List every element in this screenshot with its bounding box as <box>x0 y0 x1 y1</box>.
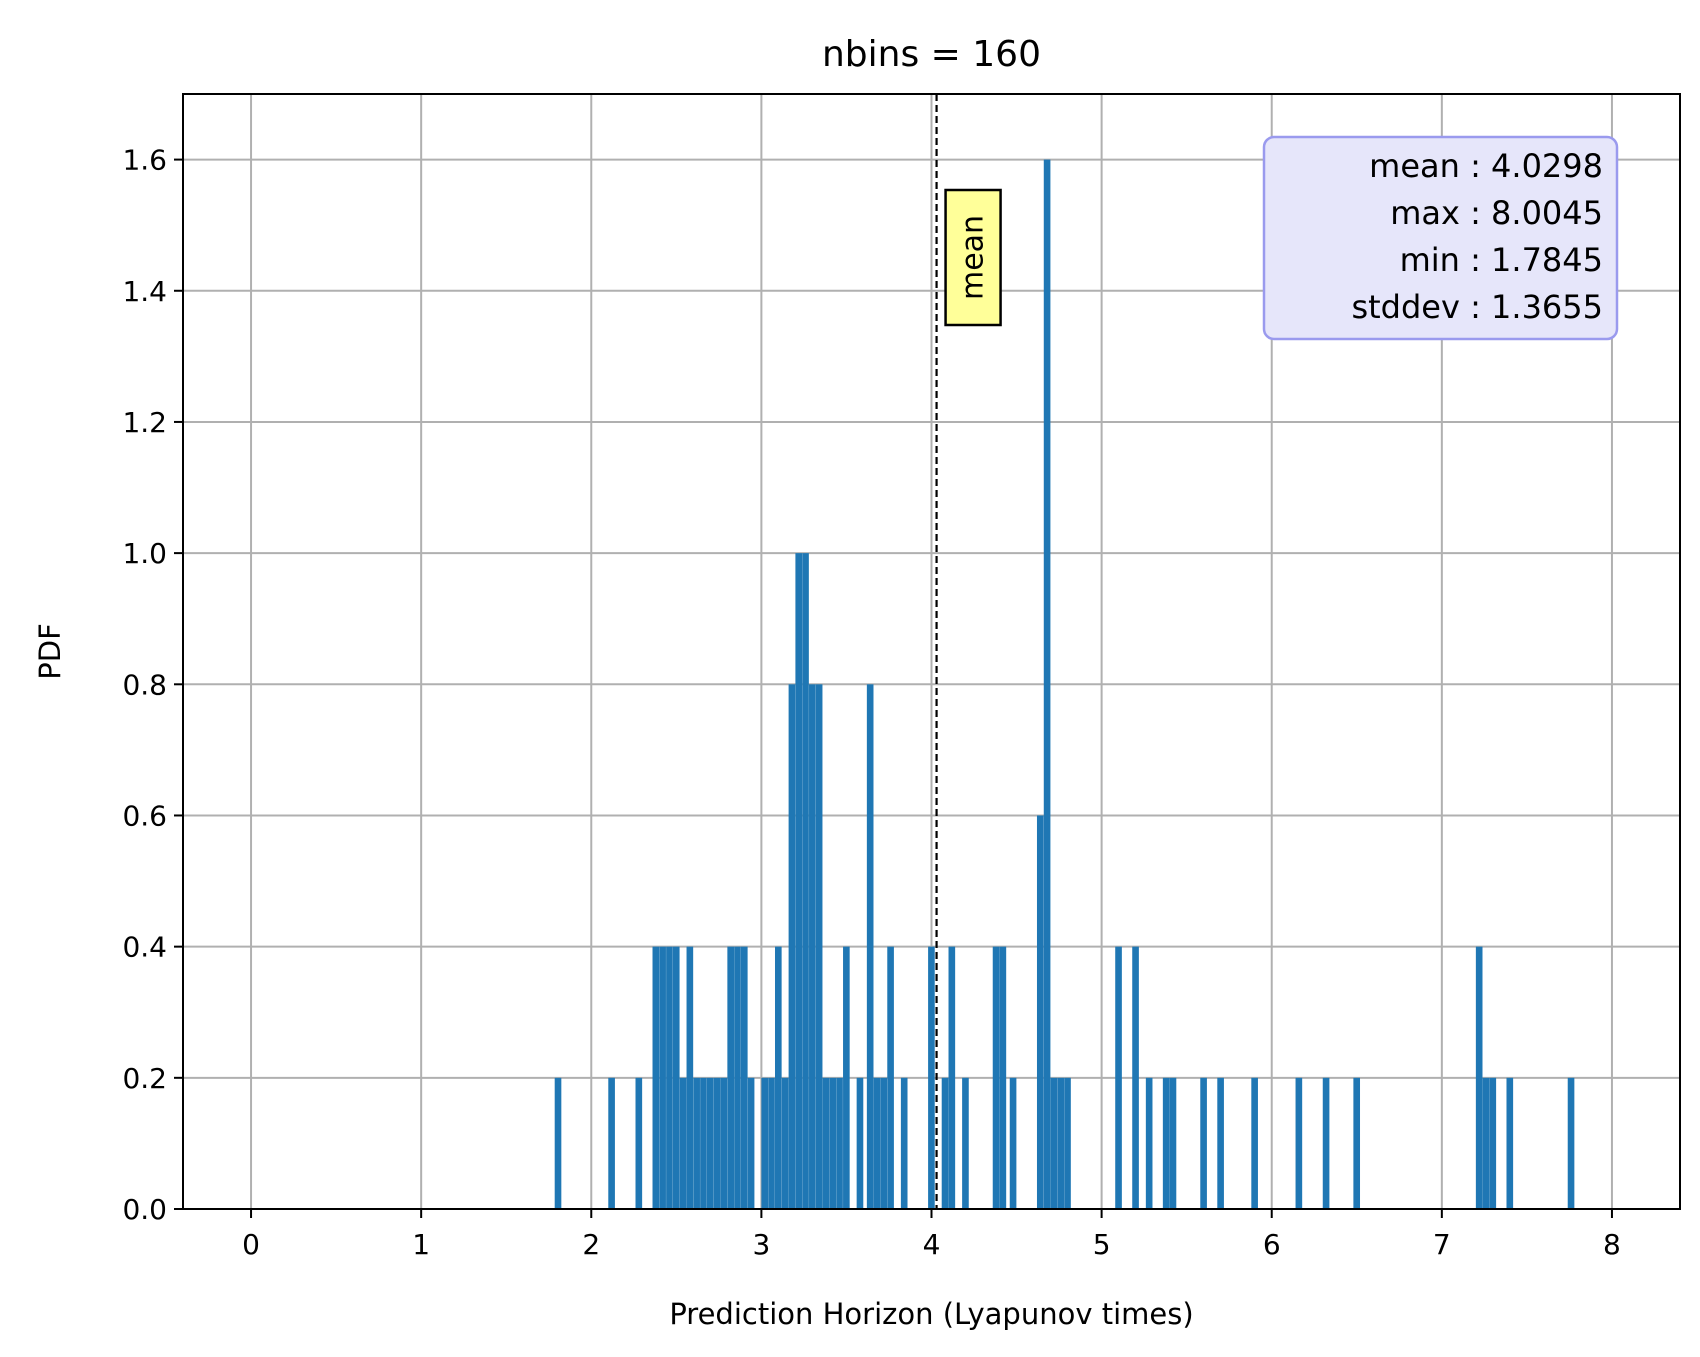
histogram-bar <box>1295 1077 1303 1209</box>
histogram-bar <box>774 946 782 1209</box>
histogram-bar <box>992 946 1000 1209</box>
y-tick-label: 0.8 <box>122 668 167 701</box>
y-tick-label: 0.4 <box>122 931 167 964</box>
histogram-bar <box>1115 946 1122 1209</box>
histogram-bar <box>727 946 734 1209</box>
histogram-bar <box>1322 1077 1330 1209</box>
histogram-bar <box>1009 1077 1017 1209</box>
histogram-bar <box>635 1077 643 1209</box>
histogram-bar <box>1217 1077 1224 1209</box>
y-tick-label: 0.2 <box>122 1062 167 1095</box>
histogram-bar <box>1200 1077 1207 1209</box>
y-tick-label: 1.6 <box>122 144 167 177</box>
histogram-bar <box>1506 1077 1514 1209</box>
stats-box: mean : 4.0298 max : 8.0045 min : 1.7845 std… <box>1262 135 1619 341</box>
x-tick-label: 3 <box>752 1228 770 1261</box>
histogram-bar <box>1132 946 1139 1209</box>
histogram-bar <box>836 1077 843 1209</box>
histogram-bar <box>962 1077 969 1209</box>
y-tick-label: 1.2 <box>122 406 167 439</box>
histogram-bar <box>887 946 894 1209</box>
histogram-bar <box>999 946 1007 1209</box>
y-tick-label: 1.4 <box>122 275 167 308</box>
x-axis-ticks: 0 1 2 3 4 5 6 7 8 <box>242 1209 1621 1261</box>
histogram-bar <box>672 946 680 1209</box>
histogram-bar <box>768 1077 775 1209</box>
histogram-bar <box>829 1077 837 1209</box>
x-axis-label: Prediction Horizon (Lyapunov times) <box>669 1297 1193 1331</box>
histogram-bar <box>928 946 935 1209</box>
histogram-bar <box>1145 1077 1153 1209</box>
histogram-bar <box>1353 1077 1361 1209</box>
histogram-bar <box>880 1077 888 1209</box>
histogram-bars <box>554 159 1575 1209</box>
histogram-bar <box>802 553 809 1209</box>
histogram-bar <box>1057 1077 1065 1209</box>
histogram-bar <box>809 684 816 1209</box>
histogram-bar <box>679 1077 687 1209</box>
stats-line: max : 8.0045 <box>1390 194 1603 232</box>
y-tick-label: 1.0 <box>122 537 167 570</box>
mean-line-group: mean <box>935 94 1002 1209</box>
x-tick-label: 5 <box>1093 1228 1111 1261</box>
x-tick-label: 8 <box>1603 1228 1621 1261</box>
stats-line: min : 1.7845 <box>1400 241 1603 279</box>
histogram-bar <box>1482 1077 1490 1209</box>
stats-line: stddev : 1.3655 <box>1351 288 1603 326</box>
histogram-bar <box>815 684 823 1209</box>
x-tick-label: 2 <box>582 1228 600 1261</box>
histogram-bar <box>866 684 874 1209</box>
histogram-bar <box>941 1077 949 1209</box>
histogram-bar <box>1169 1077 1177 1209</box>
histogram-bar <box>1043 159 1051 1209</box>
histogram-bar <box>843 946 850 1209</box>
histogram-bar <box>747 1077 755 1209</box>
histogram-bar <box>666 946 673 1209</box>
mean-label-box <box>944 188 1002 327</box>
histogram-bar <box>788 684 796 1209</box>
histogram-bar <box>1036 815 1044 1209</box>
histogram-bar <box>734 946 741 1209</box>
histogram-bar <box>795 553 803 1209</box>
histogram-bar <box>1489 1077 1497 1209</box>
chart-title: nbins = 160 <box>822 34 1041 75</box>
histogram-bar <box>706 1077 714 1209</box>
y-tick-label: 0.6 <box>122 799 167 832</box>
histogram-bar <box>1251 1077 1258 1209</box>
histogram-bar <box>700 1077 707 1209</box>
histogram-bar <box>686 946 694 1209</box>
histogram-bar <box>1162 1077 1170 1209</box>
histogram-bar <box>781 1077 789 1209</box>
histogram-bar <box>1567 1077 1575 1209</box>
y-tick-label: 0.0 <box>122 1193 167 1226</box>
histogram-bar <box>761 1077 769 1209</box>
y-axis-ticks: 0.0 0.2 0.4 0.6 0.8 1.0 1.2 1.4 1.6 <box>122 144 183 1226</box>
histogram-bar <box>554 1077 562 1209</box>
histogram-bar <box>822 1077 830 1209</box>
histogram-bar <box>900 1077 908 1209</box>
histogram-bar <box>1475 946 1483 1209</box>
x-tick-label: 4 <box>923 1228 941 1261</box>
histogram-bar <box>873 1077 881 1209</box>
x-tick-label: 1 <box>412 1228 430 1261</box>
x-tick-label: 7 <box>1433 1228 1451 1261</box>
y-axis-label: PDF <box>33 623 67 680</box>
histogram-bar <box>720 1077 728 1209</box>
histogram-bar <box>713 1077 721 1209</box>
x-tick-label: 6 <box>1263 1228 1281 1261</box>
histogram-bar <box>740 946 748 1209</box>
mean-label: mean <box>956 215 991 300</box>
histogram-bar <box>1050 1077 1058 1209</box>
x-tick-label: 0 <box>242 1228 260 1261</box>
histogram-bar <box>652 946 660 1209</box>
histogram-bar <box>948 946 956 1209</box>
histogram-bar <box>1064 1077 1071 1209</box>
histogram-bar <box>608 1077 615 1209</box>
histogram-bar <box>693 1077 700 1209</box>
histogram-bar <box>659 946 666 1209</box>
stats-box-frame <box>1262 135 1619 341</box>
stats-line: mean : 4.0298 <box>1369 147 1603 185</box>
histogram-bar <box>856 1077 864 1209</box>
